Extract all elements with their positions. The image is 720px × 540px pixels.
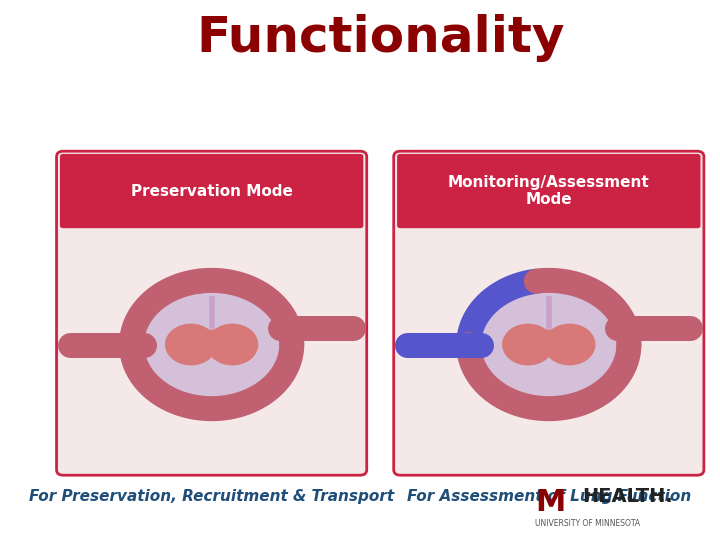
- Circle shape: [477, 287, 620, 402]
- Circle shape: [472, 283, 626, 406]
- Text: Preservation Mode: Preservation Mode: [131, 184, 292, 199]
- Text: Functionality: Functionality: [196, 14, 564, 62]
- Text: For Preservation, Recruitment & Transport: For Preservation, Recruitment & Transpor…: [29, 489, 395, 504]
- Text: For Assessment of Lung Function: For Assessment of Lung Function: [407, 489, 691, 504]
- Text: Monitoring/Assessment
Mode: Monitoring/Assessment Mode: [448, 175, 649, 207]
- Circle shape: [207, 325, 258, 364]
- Text: HEALTH.: HEALTH.: [582, 487, 673, 507]
- Circle shape: [537, 330, 561, 349]
- Circle shape: [166, 325, 216, 364]
- FancyBboxPatch shape: [397, 154, 701, 228]
- Circle shape: [140, 287, 283, 402]
- Circle shape: [544, 325, 595, 364]
- FancyBboxPatch shape: [394, 151, 704, 475]
- Circle shape: [503, 325, 553, 364]
- Circle shape: [199, 330, 223, 349]
- FancyBboxPatch shape: [60, 154, 364, 228]
- Circle shape: [135, 283, 289, 406]
- FancyBboxPatch shape: [57, 151, 366, 475]
- Text: M: M: [535, 488, 566, 517]
- Text: UNIVERSITY OF MINNESOTA: UNIVERSITY OF MINNESOTA: [535, 519, 640, 528]
